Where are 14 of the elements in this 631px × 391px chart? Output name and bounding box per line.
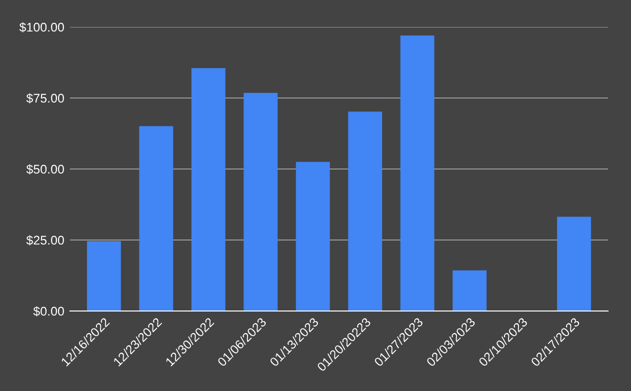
y-tick-label: $50.00 xyxy=(26,164,64,174)
y-tick-label: $100.00 xyxy=(19,22,64,32)
y-tick-label: $25.00 xyxy=(26,235,64,246)
bar xyxy=(296,162,330,311)
bar xyxy=(86,241,121,311)
y-tick-label: $75.00 xyxy=(26,93,64,104)
bar xyxy=(139,126,174,311)
bar xyxy=(452,270,487,311)
bar xyxy=(557,216,592,311)
bar xyxy=(191,68,226,311)
bar xyxy=(348,112,382,311)
bar xyxy=(244,92,278,311)
y-tick-label: $0.00 xyxy=(33,306,64,316)
bar xyxy=(400,36,434,311)
